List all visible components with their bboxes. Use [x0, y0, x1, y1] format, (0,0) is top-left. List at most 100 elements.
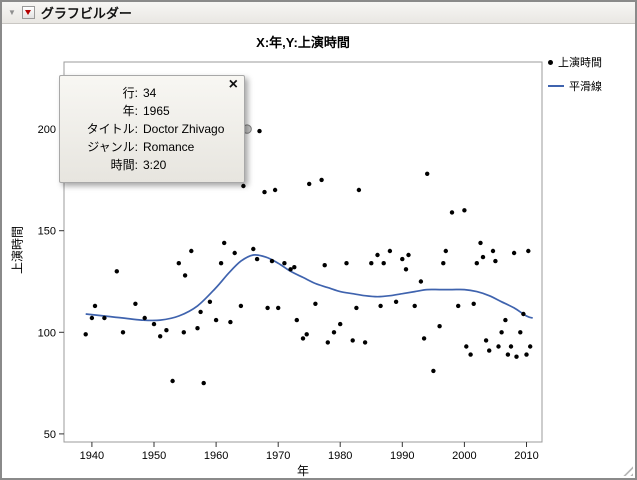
scatter-point[interactable]: [483, 338, 489, 343]
scatter-point[interactable]: [120, 330, 126, 335]
scatter-point[interactable]: [406, 252, 411, 258]
scatter-point[interactable]: [418, 279, 424, 284]
scatter-point[interactable]: [449, 210, 455, 215]
scatter-point[interactable]: [524, 352, 529, 357]
scatter-point[interactable]: [241, 183, 246, 189]
scatter-point[interactable]: [511, 250, 517, 256]
scatter-point[interactable]: [207, 299, 213, 304]
scatter-point[interactable]: [437, 324, 442, 329]
scatter-point[interactable]: [170, 378, 175, 384]
scatter-point[interactable]: [222, 240, 227, 246]
scatter-point[interactable]: [338, 321, 343, 327]
scatter-point[interactable]: [300, 336, 306, 341]
scatter-point[interactable]: [198, 309, 203, 315]
scatter-point[interactable]: [254, 256, 260, 262]
scatter-point[interactable]: [257, 128, 262, 134]
scatter-point[interactable]: [421, 336, 427, 341]
scatter-point[interactable]: [462, 208, 467, 213]
scatter-point[interactable]: [403, 267, 409, 272]
scatter-point[interactable]: [307, 181, 312, 187]
scatter-point[interactable]: [331, 330, 337, 335]
scatter-point[interactable]: [272, 187, 278, 193]
scatter-point[interactable]: [521, 311, 526, 317]
scatter-point[interactable]: [232, 250, 237, 256]
scatter-point[interactable]: [490, 248, 496, 254]
scatter-point[interactable]: [496, 344, 501, 349]
scatter-point[interactable]: [471, 301, 476, 306]
smoother-line[interactable]: [85, 254, 533, 322]
scatter-point[interactable]: [238, 303, 244, 309]
scatter-point[interactable]: [443, 248, 448, 254]
legend-item-points[interactable]: 上演時間: [548, 54, 602, 70]
red-triangle-menu-button[interactable]: [21, 6, 35, 19]
scatter-point[interactable]: [354, 305, 359, 311]
scatter-point[interactable]: [322, 263, 327, 268]
scatter-point[interactable]: [362, 340, 368, 345]
scatter-point[interactable]: [468, 352, 473, 357]
scatter-point[interactable]: [282, 261, 287, 266]
scatter-point[interactable]: [218, 261, 224, 266]
scatter-point[interactable]: [319, 177, 324, 183]
scatter-point[interactable]: [288, 267, 293, 272]
scatter-point[interactable]: [356, 187, 362, 193]
scatter-point[interactable]: [478, 240, 483, 246]
scatter-point[interactable]: [313, 301, 318, 306]
scatter-point[interactable]: [201, 380, 206, 386]
scatter-point[interactable]: [381, 261, 386, 266]
scatter-point[interactable]: [514, 354, 519, 359]
scatter-point[interactable]: [441, 261, 446, 266]
scatter-point[interactable]: [425, 171, 430, 176]
scatter-point[interactable]: [464, 344, 469, 349]
scatter-point[interactable]: [189, 248, 194, 254]
scatter-point[interactable]: [344, 261, 349, 266]
scatter-point[interactable]: [325, 340, 330, 345]
scatter-point[interactable]: [518, 330, 523, 335]
scatter-point[interactable]: [213, 317, 219, 323]
scatter-point[interactable]: [400, 256, 405, 262]
scatter-point[interactable]: [195, 326, 200, 331]
scatter-point[interactable]: [294, 317, 299, 323]
scatter-point[interactable]: [304, 332, 309, 337]
scatter-point[interactable]: [265, 305, 270, 311]
scatter-point[interactable]: [251, 246, 256, 252]
scatter-point[interactable]: [92, 303, 98, 309]
scatter-point[interactable]: [102, 315, 107, 321]
scatter-point[interactable]: [378, 303, 383, 309]
scatter-point[interactable]: [528, 344, 533, 349]
scatter-point[interactable]: [114, 269, 120, 274]
scatter-point[interactable]: [474, 261, 479, 266]
scatter-point[interactable]: [387, 248, 393, 254]
scatter-point[interactable]: [480, 254, 486, 260]
scatter-point[interactable]: [262, 189, 267, 195]
scatter-point[interactable]: [158, 334, 163, 339]
scatter-point[interactable]: [142, 315, 147, 321]
scatter-point[interactable]: [456, 303, 461, 309]
scatter-point[interactable]: [164, 328, 169, 333]
scatter-point[interactable]: [503, 317, 508, 323]
scatter-point[interactable]: [431, 368, 436, 374]
scatter-point[interactable]: [493, 258, 498, 264]
scatter-point[interactable]: [505, 352, 511, 357]
scatter-point[interactable]: [499, 330, 504, 335]
tooltip-close-icon[interactable]: ×: [228, 76, 238, 93]
scatter-point[interactable]: [176, 261, 181, 266]
scatter-point[interactable]: [276, 305, 281, 311]
scatter-point[interactable]: [508, 344, 514, 349]
scatter-point[interactable]: [269, 258, 275, 264]
scatter-point[interactable]: [151, 321, 157, 327]
scatter-point[interactable]: [487, 348, 492, 353]
scatter-point[interactable]: [393, 299, 399, 304]
legend-item-smoother[interactable]: 平滑線: [548, 78, 602, 94]
scatter-point[interactable]: [350, 338, 355, 343]
scatter-point[interactable]: [181, 330, 186, 335]
scatter-point[interactable]: [83, 332, 88, 337]
scatter-point[interactable]: [89, 315, 95, 321]
scatter-point[interactable]: [182, 273, 188, 278]
disclosure-triangle-icon[interactable]: ▼: [8, 7, 16, 17]
scatter-point[interactable]: [369, 261, 374, 266]
scatter-point[interactable]: [375, 252, 380, 258]
scatter-point[interactable]: [228, 319, 233, 325]
scatter-point[interactable]: [292, 265, 297, 270]
scatter-point[interactable]: [526, 248, 531, 254]
